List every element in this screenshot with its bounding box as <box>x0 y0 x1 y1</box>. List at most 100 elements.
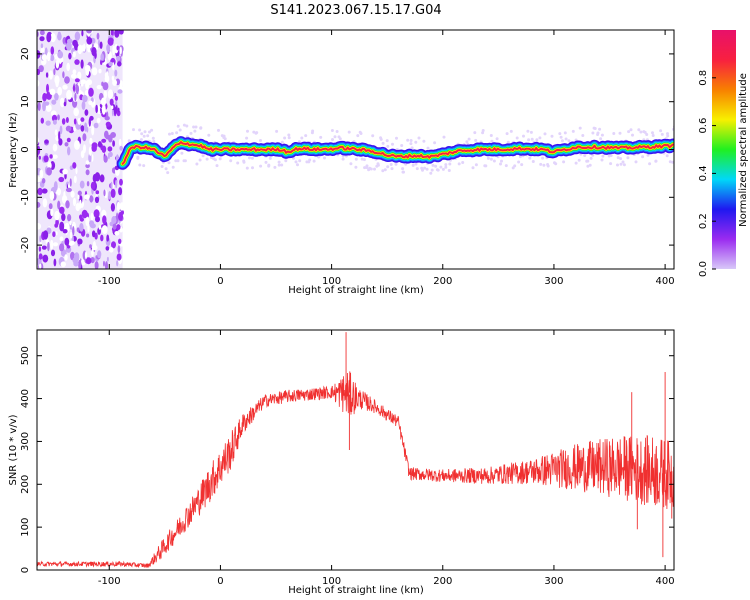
noise-blob <box>44 139 49 144</box>
ridge-halo <box>139 138 143 142</box>
ridge-halo <box>574 161 578 165</box>
colorbar-gradient <box>712 30 736 269</box>
noise-blob <box>105 246 110 251</box>
noise-blob <box>116 212 119 221</box>
ridge-halo <box>167 161 171 165</box>
ridge-halo <box>522 134 525 138</box>
ridge-halo <box>168 132 171 136</box>
ridge-halo <box>431 163 435 167</box>
ridge-halo <box>627 130 631 134</box>
ridge-halo <box>171 165 175 169</box>
noise-blob <box>107 89 114 99</box>
ridge-halo <box>229 159 233 163</box>
noise-blob <box>39 36 45 42</box>
noise-blob <box>61 213 66 222</box>
noise-blob <box>48 203 53 210</box>
ridge-halo <box>166 171 170 175</box>
noise-blob <box>83 144 86 154</box>
snr-x-ticks: -100 0 100 200 300 400 <box>98 330 675 587</box>
ridge-halo <box>631 133 634 137</box>
noise-blob <box>73 125 77 132</box>
ridge-halo <box>185 124 189 128</box>
noise-blob <box>72 85 76 92</box>
noise-blob <box>77 117 82 125</box>
noise-blob <box>86 30 92 34</box>
ridge-halo <box>277 160 281 164</box>
noise-blob <box>105 134 110 140</box>
y-tick-label: 0 <box>20 567 31 573</box>
noise-blob <box>94 196 100 203</box>
noise-blob <box>65 117 69 123</box>
noise-blob <box>84 65 91 72</box>
noise-blob <box>54 129 58 136</box>
noise-blob <box>95 190 100 195</box>
noise-blob <box>62 71 65 79</box>
noise-blob <box>55 79 59 88</box>
ridge-halo <box>152 139 156 143</box>
noise-blob <box>39 169 44 179</box>
noise-blob <box>57 32 62 41</box>
spectrogram-x-ticks: -100 0 100 200 300 400 <box>98 30 675 287</box>
ridge-halo <box>465 140 469 144</box>
x-tick-label: 0 <box>217 276 223 287</box>
ridge-halo <box>637 128 641 132</box>
noise-blob <box>42 254 49 263</box>
noise-blob <box>72 51 76 58</box>
ridge-halo <box>386 165 390 169</box>
snr-panel: -100 0 100 200 300 400 0 100 200 300 400 500 Heigh… <box>8 329 675 596</box>
ridge-halo <box>425 167 429 171</box>
noise-blob <box>65 246 72 253</box>
noise-blob <box>41 188 48 194</box>
noise-blob <box>51 99 57 105</box>
ridge-halo <box>287 133 291 137</box>
ridge-halo <box>414 162 418 166</box>
snr-y-ticks: 0 100 200 300 400 500 <box>20 346 674 573</box>
noise-blob <box>59 236 64 242</box>
noise-blob <box>84 89 89 97</box>
ridge-halo <box>593 127 597 130</box>
noise-blob <box>57 200 61 210</box>
noise-blob <box>106 44 110 53</box>
ridge-halo <box>132 128 135 132</box>
ridge-halo <box>371 134 375 138</box>
noise-blob <box>44 47 48 57</box>
ridge-halo <box>423 166 427 170</box>
ridge-halo <box>436 168 440 172</box>
ridge-halo <box>504 164 508 168</box>
noise-blob <box>107 146 113 152</box>
ridge-halo <box>401 170 405 174</box>
x-tick-label: 100 <box>322 576 341 587</box>
snr-series <box>37 332 674 569</box>
noise-blob <box>105 261 108 269</box>
y-tick-label: 300 <box>20 432 31 451</box>
noise-blob <box>94 172 101 182</box>
noise-blob <box>54 223 59 228</box>
ridge-halo <box>394 162 398 166</box>
noise-blob <box>112 223 117 230</box>
ridge-halo <box>294 160 298 164</box>
noise-blob <box>100 59 103 66</box>
noise-blob <box>91 142 98 149</box>
ridge-halo <box>136 156 140 160</box>
ridge-halo <box>609 162 613 166</box>
noise-blob <box>62 229 68 234</box>
noise-blob <box>64 254 68 261</box>
noise-blob <box>72 69 77 75</box>
ridge-halo <box>654 159 658 163</box>
ridge-halo <box>567 139 571 143</box>
noise-blob <box>65 125 72 132</box>
spectrogram-ridge <box>116 123 674 175</box>
noise-blob <box>54 93 59 101</box>
ridge-halo <box>333 135 337 139</box>
ridge-halo <box>415 167 419 171</box>
noise-blob <box>74 140 80 150</box>
ridge-halo <box>461 161 465 164</box>
noise-blob <box>66 62 70 72</box>
noise-blob <box>104 74 110 83</box>
ridge-halo <box>526 129 530 133</box>
ridge-halo <box>564 137 568 141</box>
noise-blob <box>118 211 123 221</box>
ridge-halo <box>660 132 664 136</box>
ridge-halo <box>434 164 438 168</box>
noise-blob <box>105 121 111 127</box>
